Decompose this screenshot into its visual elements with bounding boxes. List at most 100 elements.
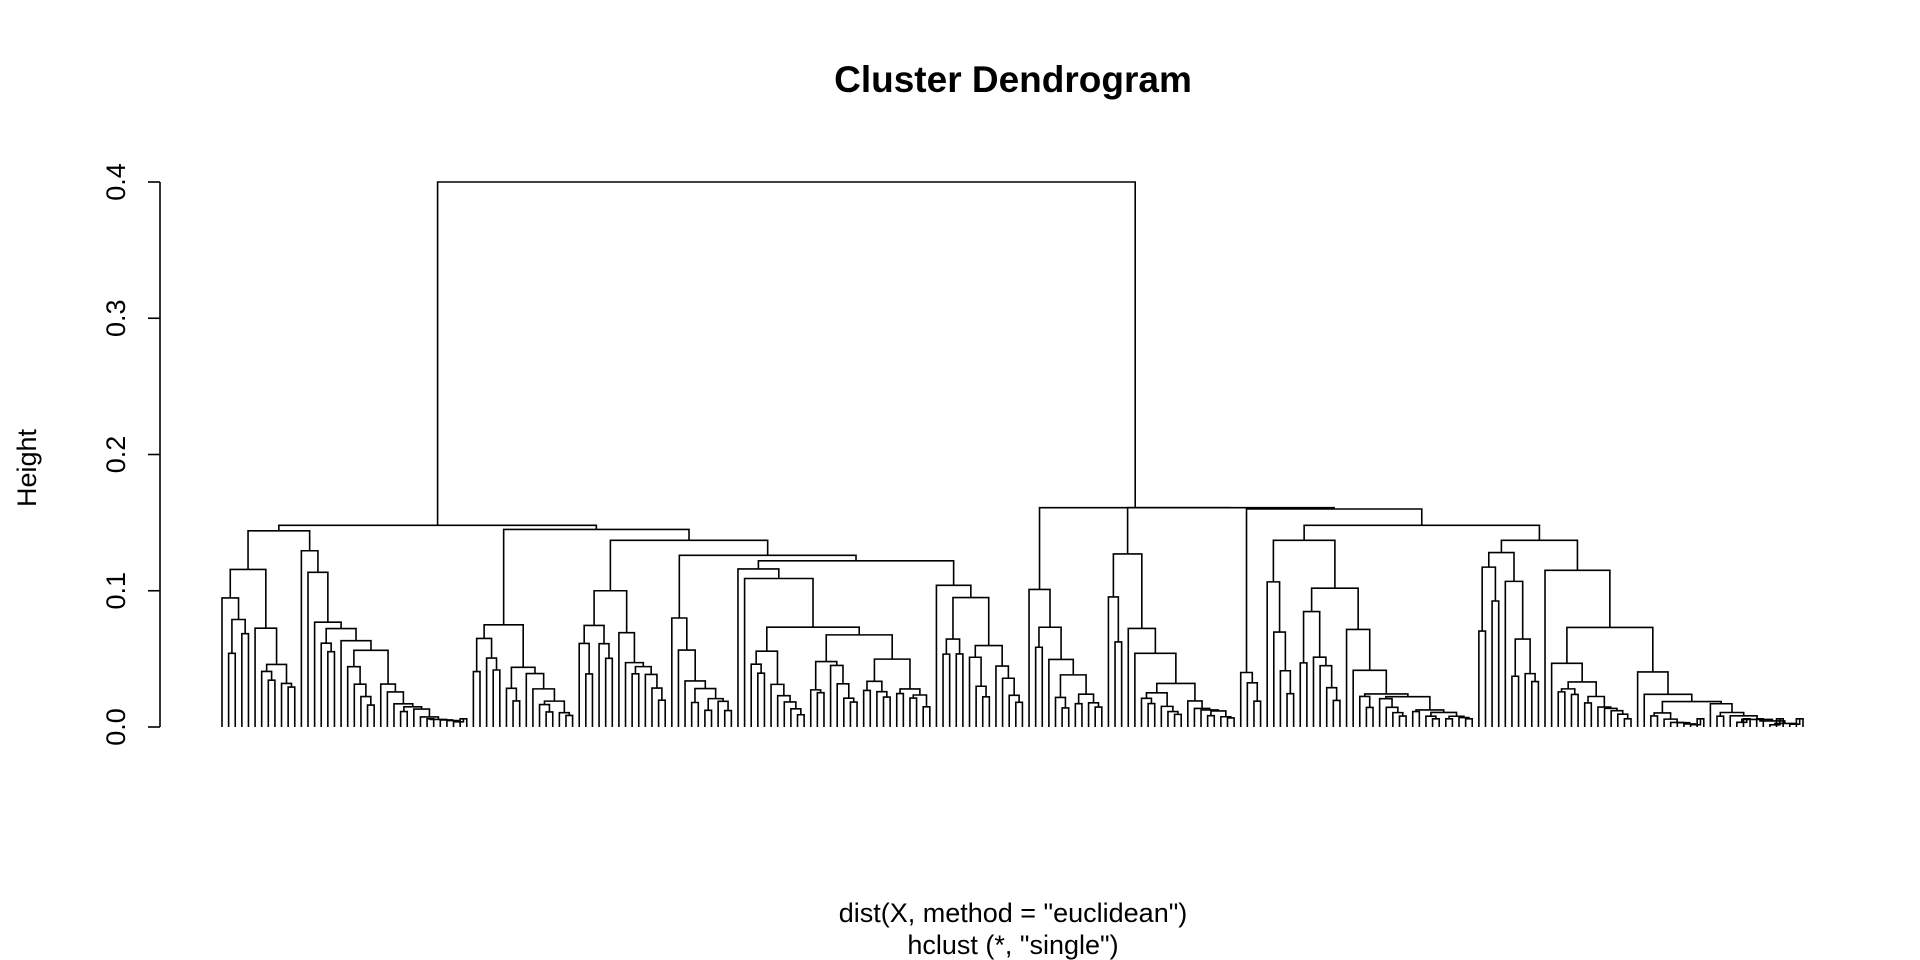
dendrogram-tree xyxy=(221,181,1804,727)
dendrogram-branch xyxy=(1759,718,1786,724)
dendrogram-branch xyxy=(313,621,342,727)
dendrogram-branch xyxy=(227,652,237,727)
dendrogram-branch xyxy=(909,697,918,727)
dendrogram-branch xyxy=(1775,718,1784,727)
dendrogram-branch xyxy=(505,687,518,727)
dendrogram-branch xyxy=(717,700,729,727)
dendrogram-branch xyxy=(1319,664,1333,727)
dendrogram-branch xyxy=(532,688,556,727)
dendrogram-branch xyxy=(1736,718,1748,727)
dendrogram-branch xyxy=(543,700,566,713)
dendrogram-branch xyxy=(1544,569,1611,727)
dendrogram-branch xyxy=(1411,710,1421,727)
dendrogram-branch xyxy=(829,664,844,727)
dendrogram-branch xyxy=(1570,693,1579,727)
dendrogram-branch xyxy=(631,673,640,727)
dendrogram-branch xyxy=(1173,713,1182,727)
dendrogram-branch xyxy=(1365,706,1374,727)
dendrogram-branch xyxy=(1587,695,1606,708)
dendrogram-branch xyxy=(1769,718,1781,727)
dendrogram-branch xyxy=(241,632,250,727)
dendrogram-branch xyxy=(340,639,372,727)
dendrogram-branch xyxy=(231,618,246,654)
chart-title: Cluster Dendrogram xyxy=(834,59,1192,100)
dendrogram-branch xyxy=(912,694,928,707)
dendrogram-branch xyxy=(862,689,872,727)
dendrogram-branch xyxy=(413,708,431,727)
dendrogram-branch xyxy=(952,596,990,646)
dendrogram-branch xyxy=(770,683,785,727)
dendrogram-branch xyxy=(399,710,409,727)
dendrogram-branch xyxy=(1491,600,1500,727)
dendrogram-branch xyxy=(436,181,1136,526)
dendrogram-branch xyxy=(280,682,293,727)
dendrogram-branch xyxy=(1299,662,1308,727)
dendrogram-branch xyxy=(1112,553,1143,629)
dendrogram-branch xyxy=(836,683,850,727)
dendrogram-branch xyxy=(307,571,329,727)
dendrogram-branch xyxy=(578,642,590,727)
dendrogram-branch xyxy=(1663,718,1678,727)
dendrogram-branch xyxy=(814,660,838,690)
dendrogram-branch xyxy=(260,670,273,727)
dendrogram-branch xyxy=(585,673,594,727)
dendrogram-branch xyxy=(1464,718,1474,727)
dendrogram-branch xyxy=(1524,672,1536,727)
dendrogram-branch xyxy=(1650,715,1659,727)
dendrogram-branch xyxy=(945,638,961,655)
dendrogram-branch xyxy=(512,700,521,727)
dendrogram-branch xyxy=(1378,697,1393,727)
dendrogram-branch xyxy=(1689,718,1702,727)
dendrogram-branch xyxy=(1696,718,1705,727)
dendrogram-branch xyxy=(1358,695,1371,727)
dendrogram-branch xyxy=(1266,581,1281,727)
dendrogram-branch xyxy=(757,559,955,586)
dendrogram-branch xyxy=(1310,587,1359,630)
dendrogram-branch xyxy=(1001,677,1015,727)
dendrogram-branch xyxy=(525,672,545,727)
dendrogram-branch xyxy=(598,642,610,727)
dendrogram-branch xyxy=(1755,718,1765,727)
y-tick-label: 0.4 xyxy=(101,163,131,201)
dendrogram-branch xyxy=(809,689,822,727)
dendrogram-branch xyxy=(796,713,805,727)
dendrogram-branch xyxy=(1603,707,1618,727)
dendrogram-branch xyxy=(366,704,375,727)
dendrogram-branch xyxy=(1557,691,1566,727)
dendrogram-branch xyxy=(254,627,278,727)
dendrogram-branch xyxy=(968,656,982,727)
dendrogram-branch xyxy=(1487,551,1515,582)
dendrogram-branch xyxy=(609,539,769,591)
dendrogram-branch xyxy=(483,624,524,668)
dendrogram-branch xyxy=(379,683,397,727)
dendrogram-branch xyxy=(935,584,972,727)
dendrogram-branch xyxy=(229,568,267,629)
dendrogram-branch xyxy=(545,711,554,727)
dendrogram-branch xyxy=(975,685,987,727)
dendrogram-branch xyxy=(1059,674,1087,698)
dendrogram-branch xyxy=(922,706,931,727)
dendrogram-branch xyxy=(1074,702,1083,727)
dendrogram-branch xyxy=(843,697,855,727)
dendrogram-branch xyxy=(386,691,405,727)
dendrogram-branch xyxy=(1015,701,1024,727)
dendrogram-branch xyxy=(690,701,700,727)
dendrogram-branch xyxy=(1415,709,1445,713)
dendrogram-branch xyxy=(790,708,802,727)
dendrogram-branch xyxy=(873,658,911,689)
dendrogram-branch xyxy=(485,657,498,727)
dendrogram-branch xyxy=(723,709,733,727)
dendrogram-branch xyxy=(1077,693,1095,704)
dendrogram-branch xyxy=(1239,671,1254,727)
dendrogram-branch xyxy=(459,718,468,727)
dendrogram-branch xyxy=(766,626,861,652)
dendrogram-branch xyxy=(624,661,645,727)
dendrogram-branch xyxy=(353,683,367,727)
dendrogram-branch xyxy=(492,669,501,727)
dendrogram-branch xyxy=(1140,697,1153,727)
dendrogram-branch xyxy=(1504,580,1524,727)
dendrogram-branch xyxy=(704,709,713,727)
dendrogram-branch xyxy=(1048,658,1075,727)
dendrogram-branch xyxy=(1303,524,1541,541)
dendrogram-branch xyxy=(750,663,762,727)
